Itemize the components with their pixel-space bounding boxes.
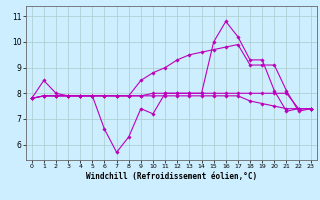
- X-axis label: Windchill (Refroidissement éolien,°C): Windchill (Refroidissement éolien,°C): [86, 172, 257, 181]
